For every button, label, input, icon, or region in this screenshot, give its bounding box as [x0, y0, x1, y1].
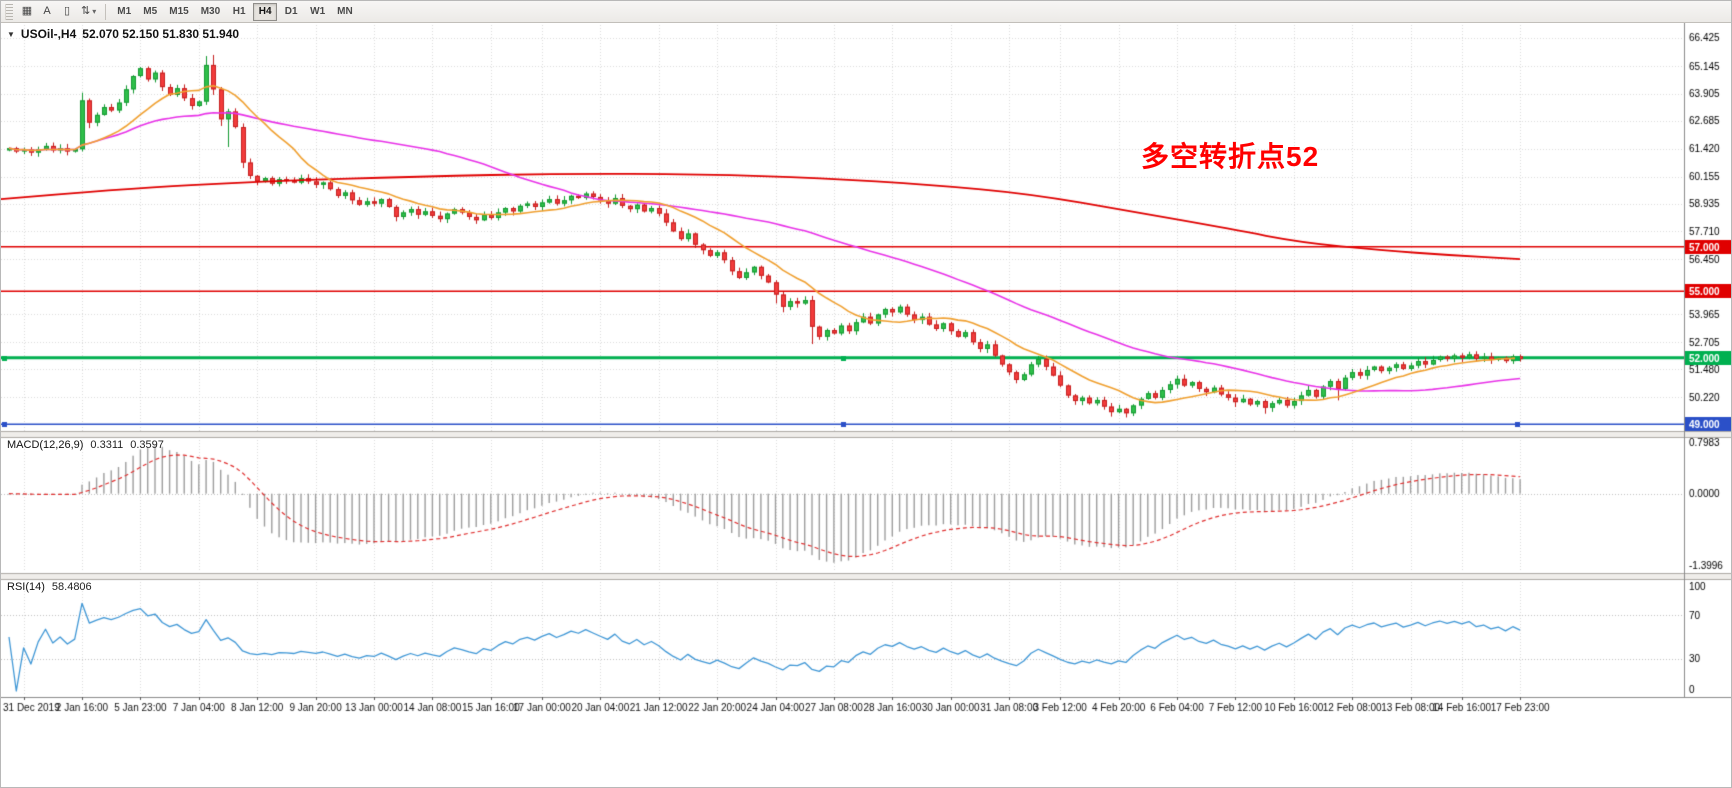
chevron-down-icon: ▾: [92, 6, 97, 16]
macd-label: MACD(12,26,9): [7, 439, 84, 451]
chart-area[interactable]: ▼ USOil-,H4 52.070 52.150 51.830 51.940 …: [1, 23, 1731, 787]
macd-signal-value: 0.3597: [130, 439, 164, 451]
timeframe-h1-button[interactable]: H1: [227, 3, 251, 21]
rectangle-icon: ▯: [63, 5, 71, 17]
timeframe-mn-button[interactable]: MN: [332, 3, 358, 21]
one-click-trading-arrow-icon[interactable]: ▼: [7, 29, 15, 39]
timeframe-w1-button[interactable]: W1: [305, 3, 330, 21]
timeframe-d1-button[interactable]: D1: [279, 3, 303, 21]
object-tool-icon-button[interactable]: ▯: [57, 3, 77, 21]
toolbar-grip[interactable]: [5, 3, 13, 20]
rsi-indicator-title: RSI(14) 58.4806: [7, 581, 92, 593]
chart-symbol-title: ▼ USOil-,H4 52.070 52.150 51.830 51.940: [7, 27, 239, 41]
timeframe-h4-button[interactable]: H4: [253, 2, 278, 21]
price-chart-canvas[interactable]: [1, 23, 1731, 787]
symbol-period-label: USOil-,H4: [20, 27, 77, 41]
timeframe-m30-button[interactable]: M30: [196, 3, 225, 21]
macd-main-value: 0.3311: [90, 439, 124, 451]
timeframe-m5-button[interactable]: M5: [138, 3, 162, 21]
ohlc-values: 52.070 52.150 51.830 51.940: [82, 27, 240, 41]
grid-icon: ▦: [21, 5, 33, 17]
rsi-label: RSI(14): [7, 581, 45, 593]
timeframe-m1-button[interactable]: M1: [112, 3, 136, 21]
timeframe-m15-button[interactable]: M15: [164, 3, 193, 21]
text-tool-icon-button[interactable]: A: [37, 3, 57, 21]
toolbar-separator: [105, 3, 107, 20]
scale-tool-icon-button[interactable]: ⇅ ▾: [77, 3, 100, 21]
up-down-arrows-icon: ⇅: [81, 5, 91, 17]
rsi-value: 58.4806: [51, 581, 92, 593]
grid-view-icon-button[interactable]: ▦: [17, 3, 37, 21]
annotation-text[interactable]: 多空转折点52: [1141, 141, 1320, 172]
text-tool-icon: A: [43, 5, 51, 17]
macd-indicator-title: MACD(12,26,9) 0.3311 0.3597: [7, 439, 164, 451]
toolbar: ▦ A ▯ ⇅ ▾ M1 M5 M15 M30 H1 H4 D1 W1 MN: [1, 1, 1731, 23]
